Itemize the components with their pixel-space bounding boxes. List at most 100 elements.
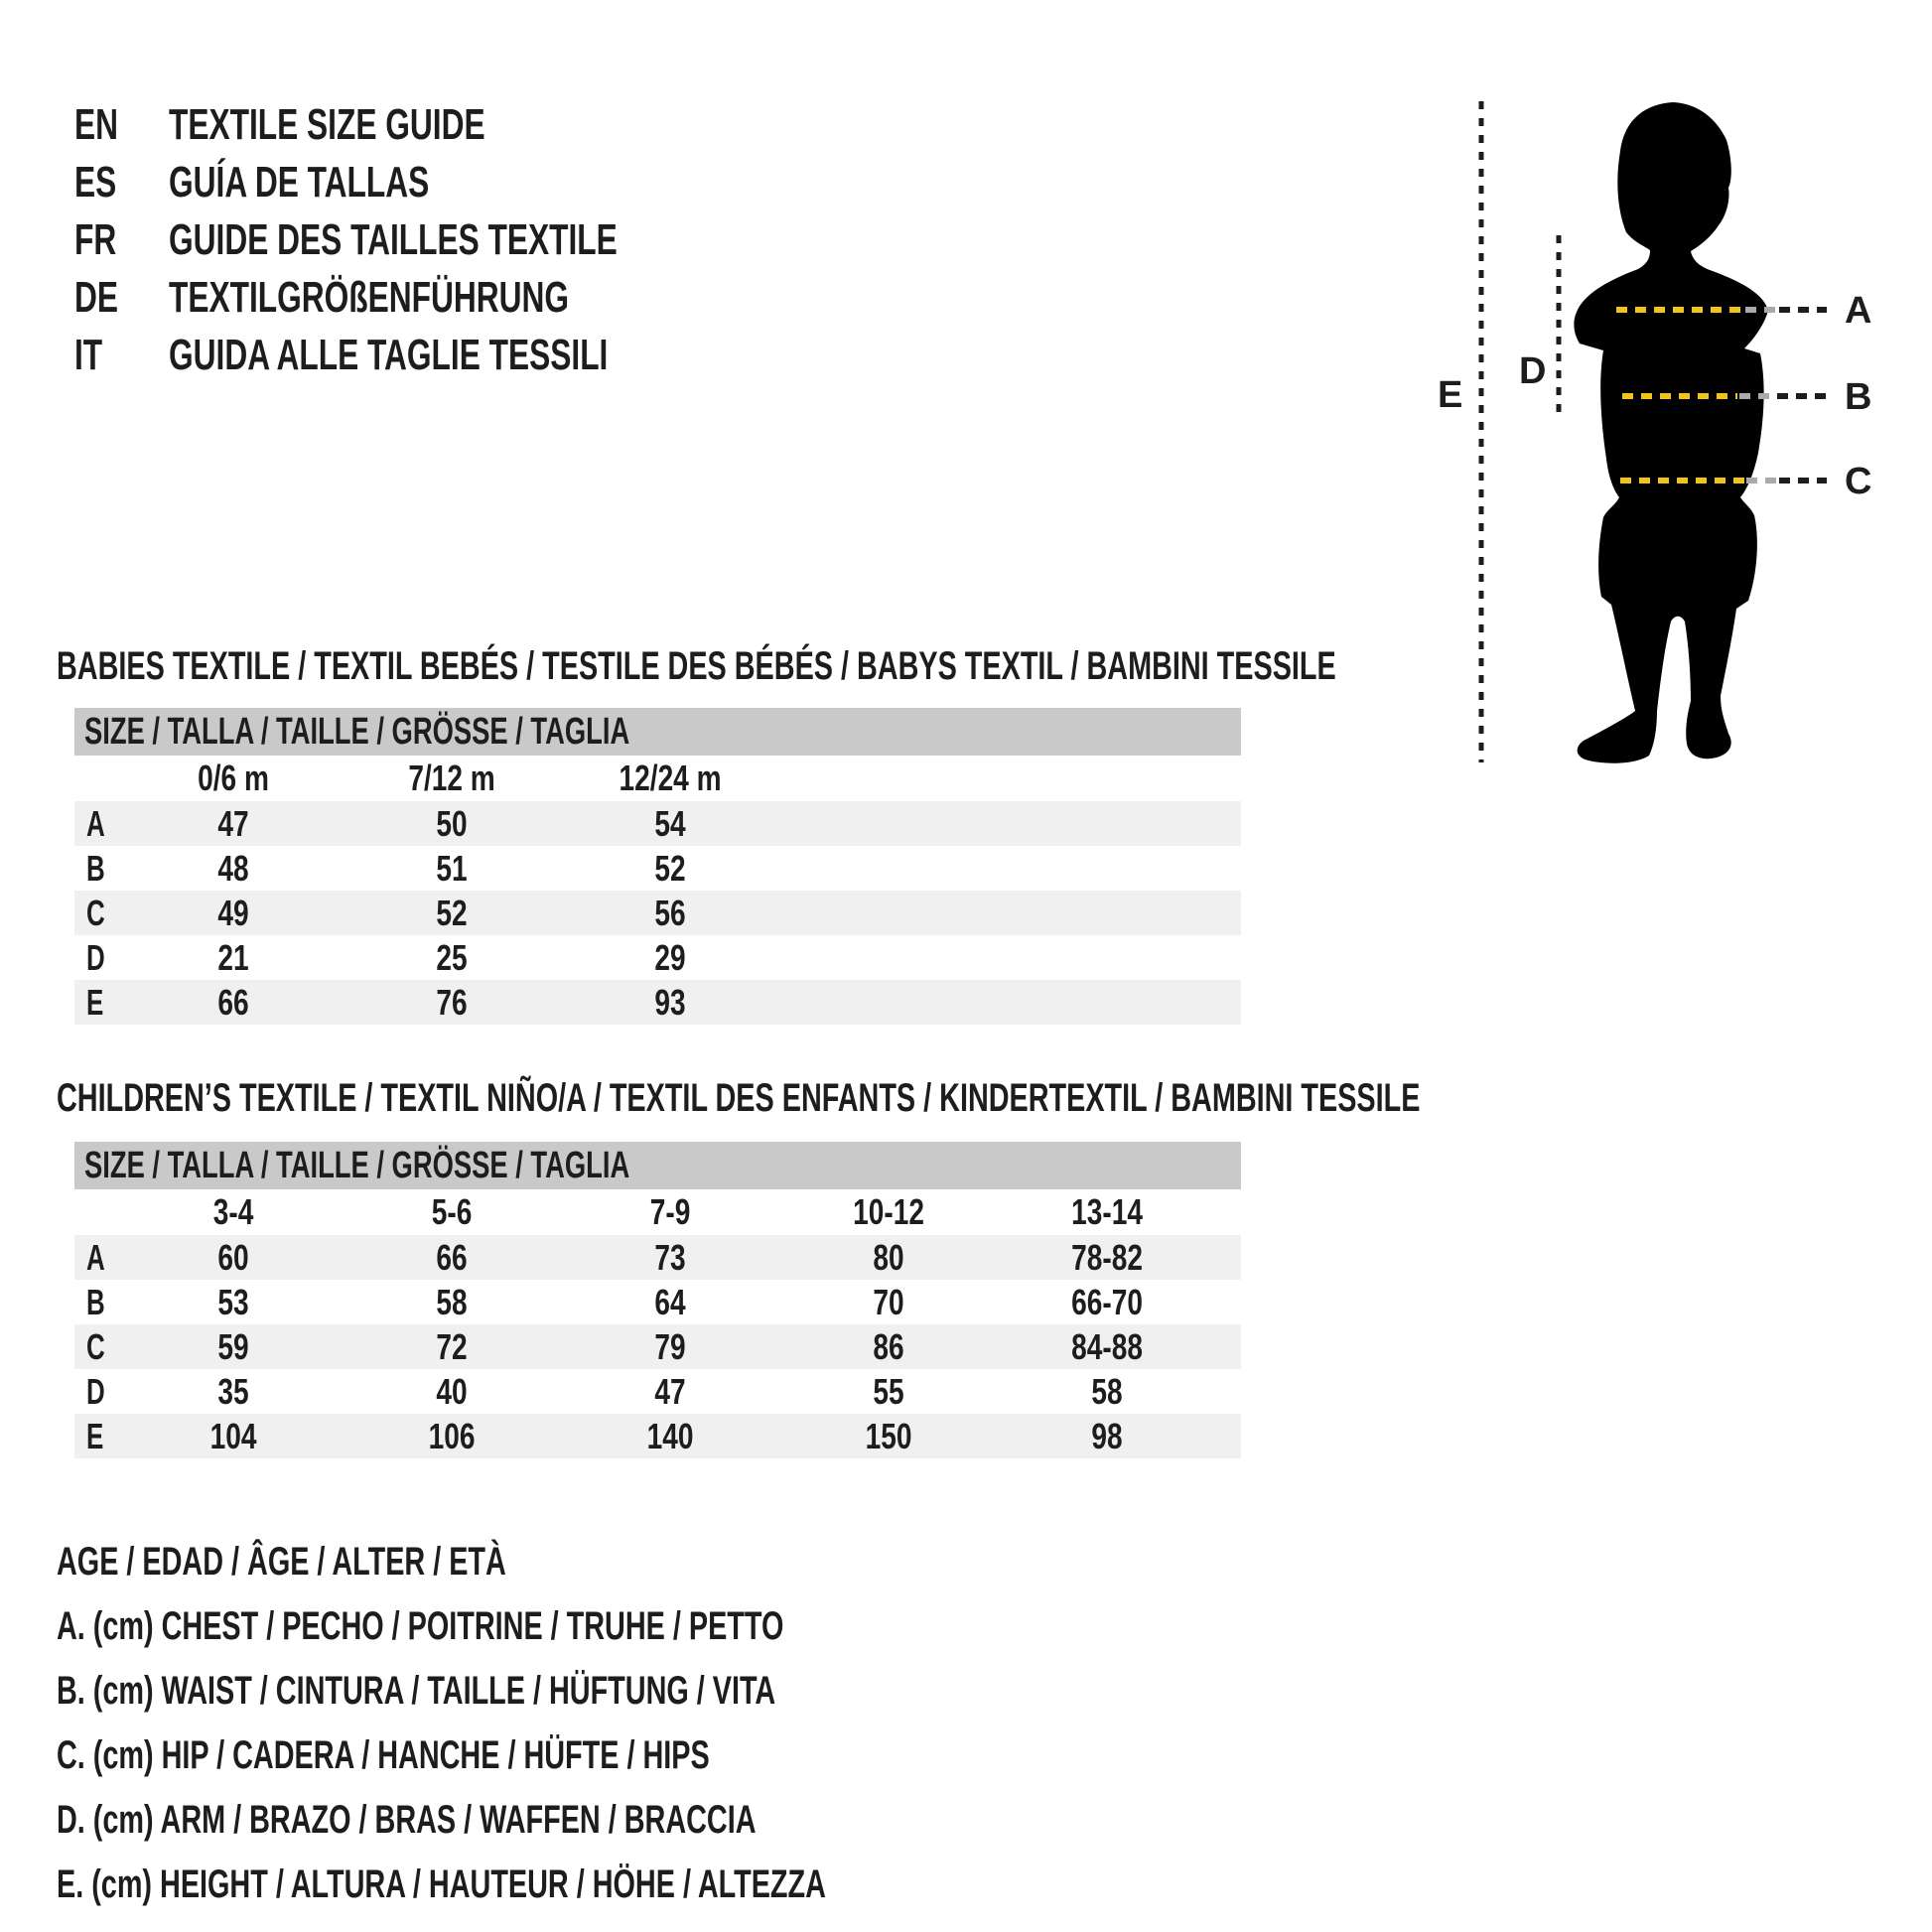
cell-value: 21 xyxy=(217,937,249,978)
legend-text: C. (cm) HIP / CADERA / HANCHE / HÜFTE / … xyxy=(57,1733,710,1777)
legend-chest: A. (cm) CHEST / PECHO / POITRINE / TRUHE… xyxy=(57,1603,1066,1649)
babies-size-table: SIZE / TALLA / TAILLE / GRÖSSE / TAGLIA … xyxy=(74,708,1241,1025)
table-cell: 59 xyxy=(124,1324,343,1369)
children-section-title: CHILDREN’S TEXTILE / TEXTIL NIÑO/A / TEX… xyxy=(57,1075,1932,1121)
row-label-text: B xyxy=(86,848,105,889)
cell-value: 58 xyxy=(436,1282,468,1322)
cell-value: 47 xyxy=(654,1371,686,1412)
lang-code: IT xyxy=(74,330,113,381)
children-size-header-bar: SIZE / TALLA / TAILLE / GRÖSSE / TAGLIA xyxy=(74,1142,1241,1189)
figure-label-e: E xyxy=(1438,374,1462,416)
table-cell: 140 xyxy=(561,1414,779,1458)
cell-value: 25 xyxy=(436,937,468,978)
children-col-7-9: 7-9 xyxy=(561,1189,779,1235)
column-label: 10-12 xyxy=(853,1191,924,1232)
table-cell: 35 xyxy=(124,1369,343,1414)
row-label: C xyxy=(74,1324,124,1369)
cell-value: 70 xyxy=(873,1282,904,1322)
children-col-10-12: 10-12 xyxy=(779,1189,998,1235)
lang-title-text: GUIDA ALLE TAGLIE TESSILI xyxy=(169,331,609,379)
table-cell: 55 xyxy=(779,1369,998,1414)
legend-text: D. (cm) ARM / BRAZO / BRAS / WAFFEN / BR… xyxy=(57,1798,757,1842)
column-header-spacer xyxy=(74,756,124,801)
row-label: A xyxy=(74,1235,124,1280)
babies-col-7-12m: 7/12 m xyxy=(343,756,561,801)
table-cell: 79 xyxy=(561,1324,779,1369)
lang-title-text: GUÍA DE TALLAS xyxy=(169,158,430,207)
table-cell: 48 xyxy=(124,846,343,891)
lang-title: TEXTILE SIZE GUIDE xyxy=(169,99,609,151)
figure-label-a: A xyxy=(1845,290,1871,332)
legend-height: E. (cm) HEIGHT / ALTURA / HAUTEUR / HÖHE… xyxy=(57,1862,1125,1907)
table-cell: 78-82 xyxy=(998,1235,1216,1280)
table-row: E 66 76 93 xyxy=(74,980,1241,1025)
babies-col-12-24m: 12/24 m xyxy=(561,756,779,801)
table-cell: 53 xyxy=(124,1280,343,1324)
legend-arm: D. (cm) ARM / BRAZO / BRAS / WAFFEN / BR… xyxy=(57,1797,1029,1843)
legend-waist: B. (cm) WAIST / CINTURA / TAILLE / HÜFTU… xyxy=(57,1668,1055,1714)
lang-code-text: DE xyxy=(74,273,119,322)
cell-value: 140 xyxy=(646,1416,694,1456)
table-row: C 59 72 79 86 84-88 xyxy=(74,1324,1241,1369)
lang-title: GUIDA ALLE TAGLIE TESSILI xyxy=(169,330,778,381)
column-label: 13-14 xyxy=(1071,1191,1143,1232)
cell-value: 72 xyxy=(436,1326,468,1367)
legend-text: E. (cm) HEIGHT / ALTURA / HAUTEUR / HÖHE… xyxy=(57,1863,826,1906)
table-cell: 58 xyxy=(343,1280,561,1324)
row-label: C xyxy=(74,891,124,935)
cell-value: 48 xyxy=(217,848,249,889)
babies-size-header-text: SIZE / TALLA / TAILLE / GRÖSSE / TAGLIA xyxy=(84,711,630,753)
children-col-5-6: 5-6 xyxy=(343,1189,561,1235)
lang-title: TEXTILGRÖßENFÜHRUNG xyxy=(169,272,725,324)
cell-value: 93 xyxy=(654,982,686,1023)
cell-value: 73 xyxy=(654,1237,686,1278)
child-silhouette xyxy=(1574,102,1768,763)
table-row: B 53 58 64 70 66-70 xyxy=(74,1280,1241,1324)
table-cell: 47 xyxy=(124,801,343,846)
table-cell: 76 xyxy=(343,980,561,1025)
babies-section-title-text: BABIES TEXTILE / TEXTIL BEBÉS / TESTILE … xyxy=(57,644,1336,688)
cell-value: 35 xyxy=(217,1371,249,1412)
table-cell: 80 xyxy=(779,1235,998,1280)
table-cell: 93 xyxy=(561,980,779,1025)
table-cell: 52 xyxy=(343,891,561,935)
row-label-text: A xyxy=(86,803,105,844)
table-cell: 70 xyxy=(779,1280,998,1324)
babies-section-title: BABIES TEXTILE / TEXTIL BEBÉS / TESTILE … xyxy=(57,643,1834,689)
figure-label-b: B xyxy=(1845,376,1871,418)
table-cell: 60 xyxy=(124,1235,343,1280)
babies-column-header-row: 0/6 m 7/12 m 12/24 m xyxy=(74,756,1241,801)
lang-title-text: TEXTILGRÖßENFÜHRUNG xyxy=(169,273,570,322)
table-row: A 47 50 54 xyxy=(74,801,1241,846)
children-column-header-row: 3-4 5-6 7-9 10-12 13-14 xyxy=(74,1189,1241,1235)
legend-text: A. (cm) CHEST / PECHO / POITRINE / TRUHE… xyxy=(57,1604,784,1648)
table-cell: 40 xyxy=(343,1369,561,1414)
table-cell: 51 xyxy=(343,846,561,891)
table-cell: 50 xyxy=(343,801,561,846)
cell-value: 80 xyxy=(873,1237,904,1278)
cell-value: 52 xyxy=(436,893,468,933)
table-cell: 49 xyxy=(124,891,343,935)
table-cell: 21 xyxy=(124,935,343,980)
table-cell: 25 xyxy=(343,935,561,980)
cell-value: 66 xyxy=(217,982,249,1023)
table-cell: 150 xyxy=(779,1414,998,1458)
lang-code-text: ES xyxy=(74,158,117,207)
table-cell: 47 xyxy=(561,1369,779,1414)
lang-code: FR xyxy=(74,214,133,266)
cell-value: 29 xyxy=(654,937,686,978)
row-label-text: A xyxy=(86,1237,105,1278)
column-label: 12/24 m xyxy=(619,758,722,798)
row-label: E xyxy=(74,980,124,1025)
row-label-text: D xyxy=(86,937,105,978)
column-label: 7-9 xyxy=(649,1191,691,1232)
table-cell: 104 xyxy=(124,1414,343,1458)
measurement-figure: A B C D E xyxy=(1438,101,1871,763)
lang-code-text: FR xyxy=(74,215,117,264)
cell-value: 53 xyxy=(217,1282,249,1322)
row-label-text: E xyxy=(86,982,104,1023)
lang-title-text: TEXTILE SIZE GUIDE xyxy=(169,100,485,149)
column-header-spacer xyxy=(74,1189,124,1235)
cell-value: 64 xyxy=(654,1282,686,1322)
cell-value: 66 xyxy=(436,1237,468,1278)
